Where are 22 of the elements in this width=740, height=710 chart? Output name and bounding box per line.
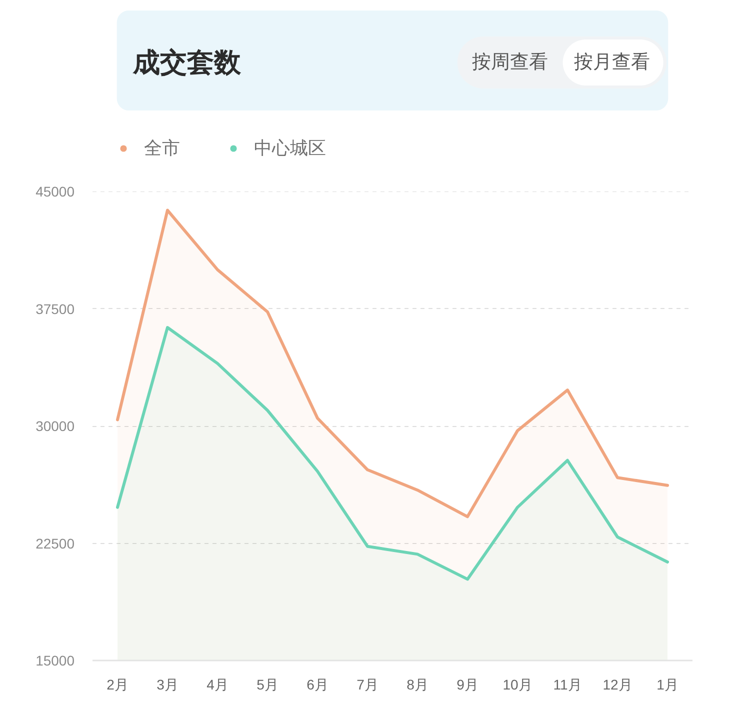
chart-title: 成交套数 <box>132 48 242 78</box>
x-tick-label: 3月 <box>156 676 178 692</box>
legend-label: 全市 <box>144 137 180 160</box>
x-tick-label: 8月 <box>406 676 428 692</box>
x-tick-label: 4月 <box>206 676 228 692</box>
x-tick-label: 9月 <box>456 676 478 692</box>
x-tick-label: 2月 <box>106 676 128 692</box>
x-tick-label: 12月 <box>602 676 632 692</box>
x-tick-label: 7月 <box>356 676 378 692</box>
text: 按周查看 <box>472 52 548 73</box>
y-tick-label: 37500 <box>36 300 75 317</box>
x-tick-label: 10月 <box>502 676 532 692</box>
y-tick-label: 22500 <box>36 535 75 552</box>
y-tick-label: 30000 <box>36 418 75 434</box>
y-tick-label: 45000 <box>36 184 75 200</box>
x-tick-label: 5月 <box>256 676 278 692</box>
y-tick-label: 15000 <box>36 652 75 668</box>
legend-label: 中心城区 <box>254 137 326 160</box>
text: 按月查看 <box>574 52 650 73</box>
x-tick-label: 6月 <box>306 676 328 692</box>
x-tick-label: 1月 <box>656 676 678 692</box>
x-tick-label: 11月 <box>553 676 582 692</box>
